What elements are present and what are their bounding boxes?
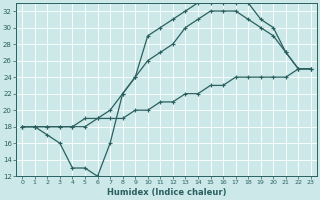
X-axis label: Humidex (Indice chaleur): Humidex (Indice chaleur) — [107, 188, 226, 197]
